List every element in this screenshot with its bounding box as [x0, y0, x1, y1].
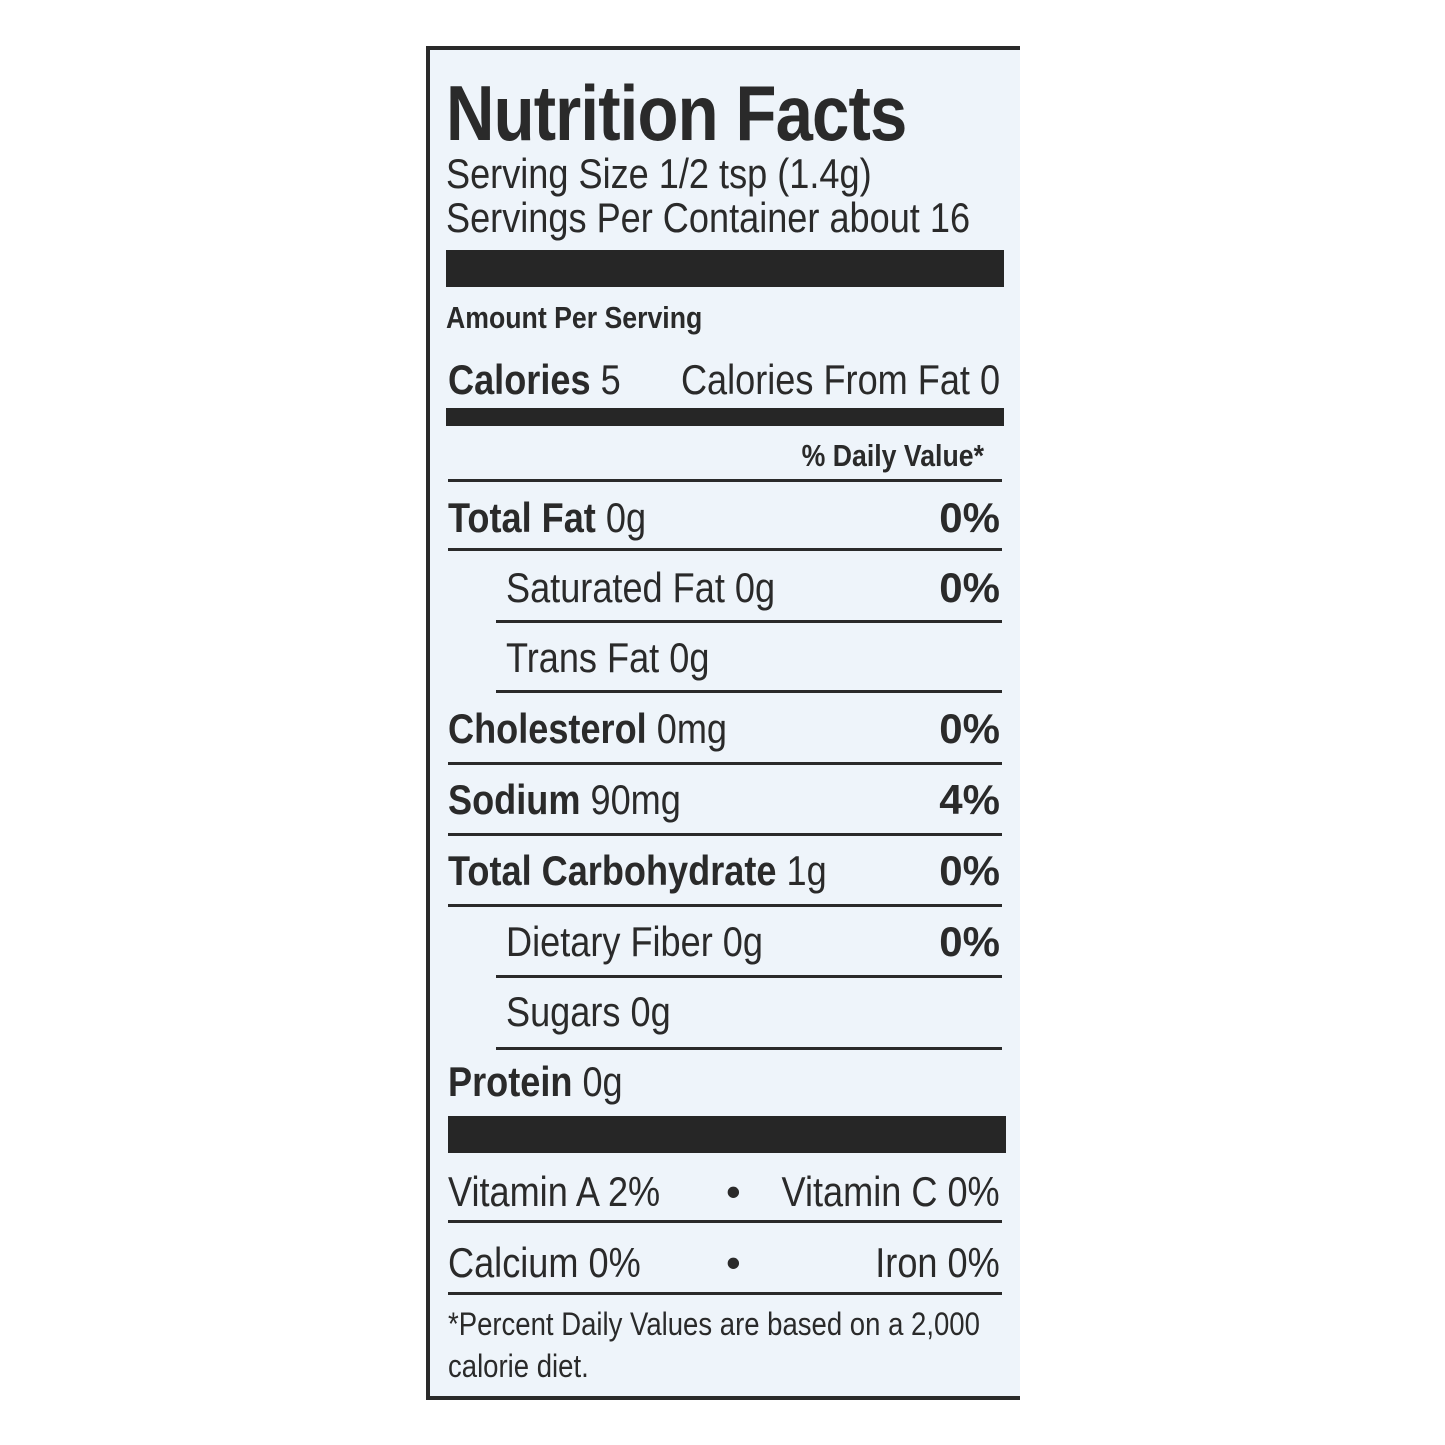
footnote-text: calorie diet. — [448, 1348, 589, 1384]
calories-label: Calories — [448, 356, 591, 403]
nutrient-dv: 0% — [939, 847, 1000, 894]
nutrient-label: Total Fat — [448, 494, 596, 541]
daily-value-header: % Daily Value* — [772, 438, 984, 474]
nutrient-row-cholesterol: Cholesterol 0mg 0% — [448, 705, 1000, 752]
divider — [448, 1292, 1002, 1295]
daily-value-header-text: % Daily Value* — [801, 438, 984, 473]
nutrient-amount: 0g — [582, 1058, 623, 1105]
nutrient-row-sugars: Sugars 0g — [506, 988, 1000, 1035]
nutrient-row-protein: Protein 0g — [448, 1058, 1000, 1105]
nutrient-amount: 0g — [605, 494, 647, 541]
nutrient-dv: 4% — [939, 776, 1000, 823]
nutrient-label: Total Carbohydrate — [448, 847, 777, 894]
nutrition-facts-label: Nutrition Facts Serving Size 1/2 tsp (1.… — [426, 46, 1020, 1400]
calories-from-fat: Calories From Fat 0 — [629, 356, 1000, 404]
footnote-text: *Percent Daily Values are based on a 2,0… — [448, 1306, 980, 1342]
medium-divider — [446, 408, 1004, 426]
amount-per-serving-text: Amount Per Serving — [446, 300, 703, 335]
nutrient-label: Protein — [448, 1058, 573, 1105]
vitamin-c: Vitamin C 0% — [781, 1168, 1000, 1215]
divider — [496, 975, 1002, 978]
nutrient-dv: 0% — [939, 494, 1000, 541]
label-title: Nutrition Facts — [446, 68, 981, 159]
calories-text: Calories 5 — [448, 356, 621, 404]
servings-text: Servings Per Container about 16 — [446, 194, 971, 241]
iron: Iron 0% — [875, 1239, 1000, 1286]
thick-divider — [448, 1116, 1006, 1153]
nutrient-row-trans-fat: Trans Fat 0g — [506, 634, 1000, 681]
serving-size: Serving Size 1/2 tsp (1.4g) — [446, 150, 941, 198]
nutrient-dv: 0% — [939, 564, 1000, 611]
thick-divider — [446, 250, 1004, 287]
nutrient-amount: 0g — [630, 988, 671, 1035]
bullet-icon: • — [726, 1168, 741, 1215]
nutrient-dv: 0% — [939, 705, 1000, 752]
nutrient-label: Trans Fat — [506, 634, 660, 681]
divider — [448, 833, 1002, 836]
nutrient-label: Sugars — [506, 988, 621, 1035]
servings-per-container: Servings Per Container about 16 — [446, 194, 1055, 242]
nutrient-label: Dietary Fiber — [506, 918, 713, 965]
footnote-line-1: *Percent Daily Values are based on a 2,0… — [448, 1306, 1066, 1343]
nutrient-row-saturated-fat: Saturated Fat 0g 0% — [506, 564, 1000, 611]
vitamin-a: Vitamin A 2% — [448, 1168, 661, 1215]
vitamins-row-1: Vitamin A 2% • Vitamin C 0% — [448, 1168, 1000, 1215]
nutrient-row-total-carbohydrate: Total Carbohydrate 1g 0% — [448, 847, 1000, 894]
nutrient-label: Sodium — [448, 776, 581, 823]
serving-size-text: Serving Size 1/2 tsp (1.4g) — [446, 150, 872, 197]
calories-row: Calories 5 Calories From Fat 0 — [448, 356, 1000, 403]
footnote-line-2: calorie diet. — [448, 1348, 612, 1385]
divider — [448, 762, 1002, 765]
title-text: Nutrition Facts — [446, 69, 907, 157]
nutrient-amount: 0g — [722, 918, 763, 965]
nutrient-amount: 0g — [734, 564, 776, 611]
divider — [496, 620, 1002, 623]
calories-from-fat-text: Calories From Fat 0 — [680, 356, 1000, 403]
nutrient-label: Saturated Fat — [506, 564, 725, 611]
nutrient-label: Cholesterol — [448, 705, 647, 752]
nutrient-dv: 0% — [939, 918, 1000, 965]
calories-value: 5 — [600, 356, 621, 403]
divider — [496, 1047, 1002, 1050]
nutrient-amount: 1g — [786, 847, 827, 894]
nutrient-row-sodium: Sodium 90mg 4% — [448, 776, 1000, 823]
nutrient-row-total-fat: Total Fat 0g 0% — [448, 494, 1000, 541]
calcium: Calcium 0% — [448, 1239, 641, 1286]
bullet-icon: • — [726, 1239, 741, 1286]
nutrient-row-dietary-fiber: Dietary Fiber 0g 0% — [506, 918, 1000, 965]
nutrient-amount: 90mg — [590, 776, 681, 823]
divider — [448, 1220, 1002, 1223]
divider — [448, 479, 1002, 482]
amount-per-serving: Amount Per Serving — [446, 300, 744, 336]
vitamins-row-2: Calcium 0% • Iron 0% — [448, 1239, 1000, 1286]
nutrient-amount: 0g — [669, 634, 710, 681]
divider — [448, 548, 1002, 551]
divider — [448, 904, 1002, 907]
divider — [496, 690, 1002, 693]
nutrient-amount: 0mg — [656, 705, 728, 752]
